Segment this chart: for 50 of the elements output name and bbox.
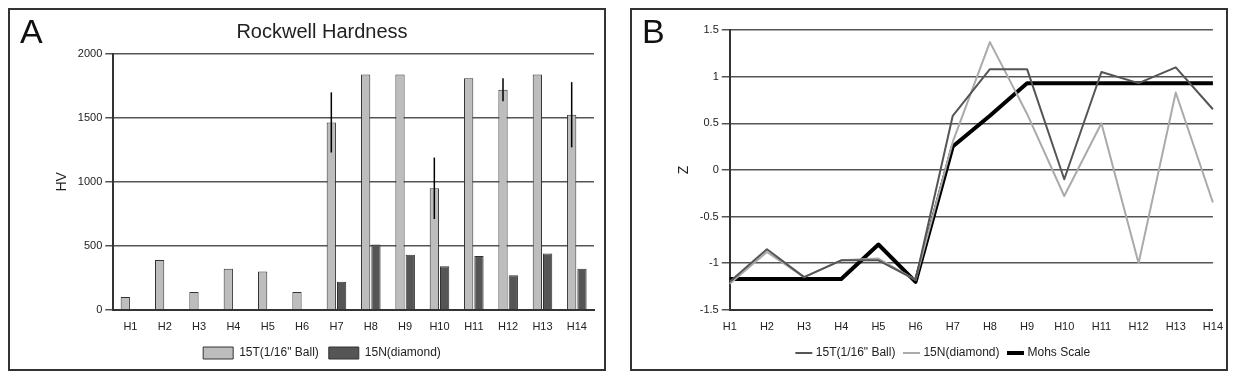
y-tick-label: -1.5: [699, 302, 719, 315]
legend-label: 15T(1/16" Ball): [239, 345, 319, 360]
y-tick-label: 1500: [77, 110, 103, 123]
x-tick-label: H10: [429, 320, 450, 333]
y-tick-label: -1: [708, 256, 719, 269]
chart-title: Rockwell Hardness: [236, 19, 408, 42]
x-tick-label: H5: [871, 320, 886, 333]
x-tick-label: H13: [1165, 320, 1186, 333]
x-tick-label: H3: [192, 320, 207, 333]
x-tick-label: H6: [908, 320, 923, 333]
y-axis-title: Z: [675, 165, 692, 175]
x-tick-label: H14: [566, 320, 587, 333]
x-tick-label: H5: [260, 320, 275, 333]
y-tick-label: 500: [83, 238, 103, 251]
x-tick-label: H4: [834, 320, 849, 333]
x-tick-label: H6: [295, 320, 310, 333]
y-tick-label: 0: [712, 162, 719, 175]
x-tick-label: H7: [329, 320, 344, 333]
y-tick-label: 0: [96, 302, 103, 315]
x-tick-label: H8: [363, 320, 378, 333]
text: A: [20, 12, 43, 51]
x-tick-label: H13: [532, 320, 553, 333]
y-tick-label: 0.5: [703, 116, 719, 129]
x-tick-label: H2: [759, 320, 774, 333]
y-tick-label: 1000: [77, 174, 103, 187]
x-tick-label: H1: [123, 320, 138, 333]
y-tick-label: 1.5: [703, 23, 719, 36]
y-axis-title: HV: [53, 171, 70, 192]
x-tick-label: H1: [722, 320, 737, 333]
y-tick-label: 1: [712, 69, 719, 82]
text: B: [642, 12, 665, 51]
x-tick-label: H9: [398, 320, 413, 333]
y-tick-label: -0.5: [699, 209, 719, 222]
x-tick-label: H12: [498, 320, 519, 333]
legend-label: 15T(1/16" Ball): [815, 345, 896, 360]
x-tick-label: H11: [1091, 320, 1112, 333]
x-tick-label: H10: [1054, 320, 1075, 333]
x-tick-label: H4: [226, 320, 241, 333]
x-tick-label: H3: [797, 320, 812, 333]
x-tick-label: H2: [157, 320, 172, 333]
y-tick-label: 2000: [77, 47, 103, 60]
x-tick-label: H7: [945, 320, 960, 333]
x-tick-label: H12: [1128, 320, 1149, 333]
legend-label: 15N(diamond): [923, 345, 1000, 360]
x-tick-label: H11: [464, 320, 484, 333]
x-tick-label: H14: [1202, 320, 1223, 333]
x-tick-label: H8: [982, 320, 997, 333]
legend-label: 15N(diamond): [364, 345, 441, 360]
legend-label: Mohs Scale: [1027, 345, 1091, 360]
x-tick-label: H9: [1020, 320, 1035, 333]
